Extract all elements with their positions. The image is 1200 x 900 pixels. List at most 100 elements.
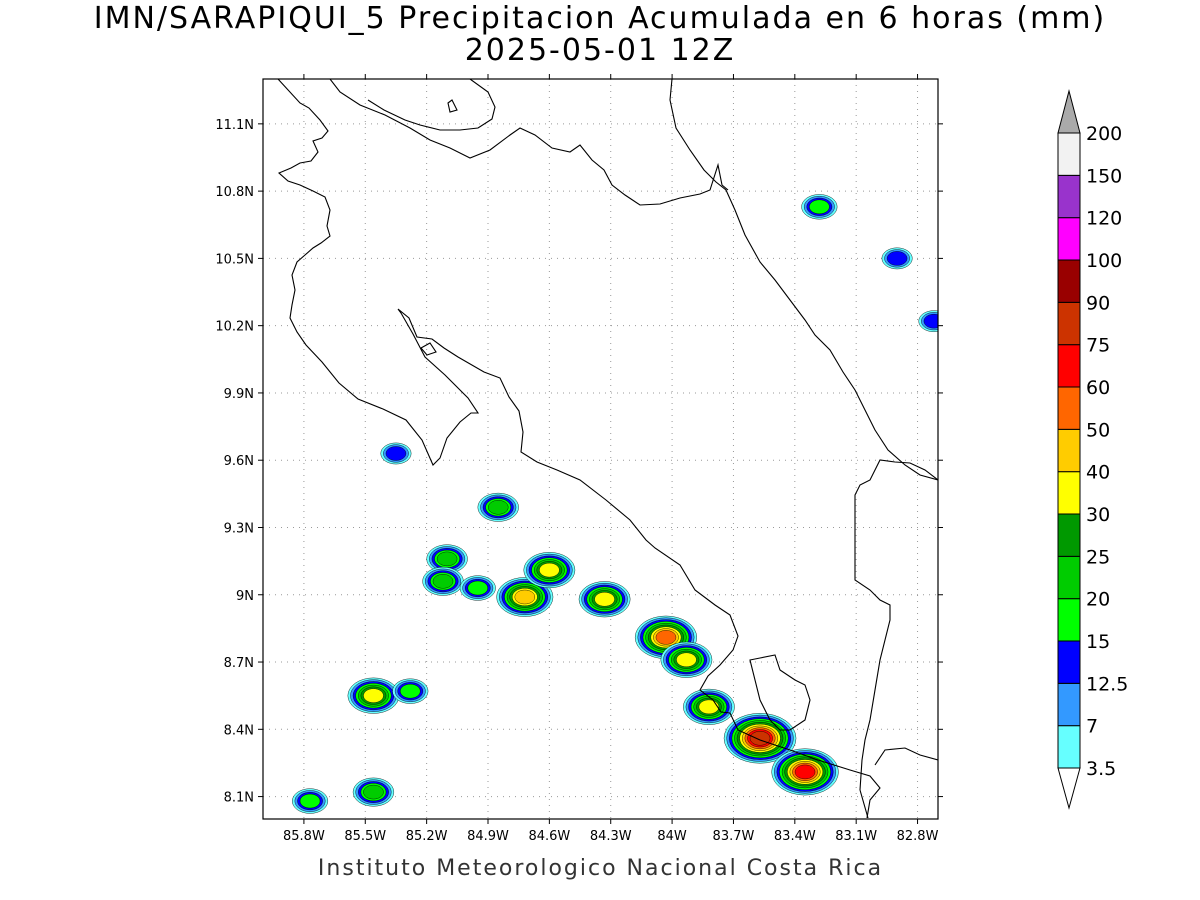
- precip-cell: [881, 247, 913, 270]
- precip-contour: [655, 630, 677, 645]
- precip-cell: [523, 552, 576, 589]
- colorbar-segment: [1057, 217, 1081, 261]
- x-tick-label: 84.6W: [528, 829, 570, 844]
- precip-cell: [477, 492, 519, 522]
- colorbar-segment: [1057, 555, 1081, 600]
- coastline-south: [859, 747, 938, 819]
- colorbar-segment: [1057, 174, 1081, 219]
- precip-contour: [923, 313, 938, 329]
- coastline-panama: [854, 459, 938, 791]
- precip-contour: [436, 551, 458, 567]
- x-tick-label: 83.4W: [774, 829, 816, 844]
- colorbar: 3.5 7 12.5 15 20 25 30 40 50 60 75 90 100 120 150 200: [1057, 89, 1128, 810]
- colorbar-label: 40: [1086, 462, 1110, 484]
- colorbar-label: 50: [1086, 419, 1110, 441]
- y-tick-label: 9.9N: [224, 387, 254, 402]
- plot-frame: [262, 78, 939, 820]
- coastlines: [277, 79, 938, 819]
- colorbar-bottom-arrow: [1057, 767, 1081, 810]
- colorbar-segment: [1057, 640, 1081, 684]
- colorbar-label: 12.5: [1086, 673, 1128, 695]
- lake-border-north: [367, 79, 496, 131]
- precip-contour: [514, 589, 536, 605]
- x-tick-label: 83.7W: [713, 829, 755, 844]
- precip-cell: [392, 678, 429, 704]
- y-tick-label: 10.5N: [215, 252, 254, 267]
- x-tick-label: 83.1W: [835, 829, 877, 844]
- precip-contour: [886, 251, 908, 266]
- x-tick-label: 82.8W: [897, 829, 939, 844]
- precip-contour: [432, 574, 454, 589]
- y-tick-label: 10.2N: [215, 320, 254, 335]
- colorbar-segment: [1057, 259, 1081, 303]
- y-tick-label: 8.1N: [224, 791, 254, 806]
- y-tick-label: 9N: [236, 589, 254, 604]
- colorbar-segment: [1057, 132, 1081, 176]
- precip-contour: [488, 500, 509, 515]
- colorbar-label: 7: [1086, 716, 1098, 738]
- precip-contour: [467, 580, 488, 596]
- precip-cell: [918, 310, 938, 332]
- x-tick-label: 84.3W: [590, 829, 632, 844]
- precip-contour: [749, 731, 771, 746]
- precip-cell: [347, 677, 400, 714]
- precip-contour: [676, 652, 697, 667]
- precip-cell: [380, 442, 412, 465]
- colorbar-segment: [1057, 513, 1081, 557]
- precip-cell: [496, 577, 554, 617]
- precip-contour: [363, 688, 384, 703]
- precip-cell: [723, 713, 797, 764]
- colorbar-label: 30: [1086, 504, 1110, 526]
- map-subtitle: 2025-05-01 12Z: [464, 33, 736, 68]
- precip-cell: [683, 688, 735, 725]
- precip-cell: [459, 575, 496, 601]
- colorbar-label: 3.5: [1086, 758, 1116, 780]
- island-small: [447, 99, 458, 113]
- precip-contour: [363, 784, 384, 800]
- footer-credit: Instituto Meteorologico Nacional Costa R…: [317, 856, 884, 881]
- precip-contour: [794, 764, 816, 780]
- y-tick-label: 8.4N: [224, 723, 254, 738]
- colorbar-label: 20: [1086, 589, 1110, 611]
- colorbar-segment: [1057, 344, 1081, 388]
- colorbar-label: 200: [1086, 123, 1122, 145]
- colorbar-segment: [1057, 598, 1081, 642]
- y-tick-label: 9.6N: [224, 454, 254, 469]
- map-title: IMN/SARAPIQUI_5 Precipitacion Acumulada …: [93, 1, 1107, 36]
- x-tick-label: 85.5W: [344, 829, 386, 844]
- x-tick-label: 85.2W: [406, 829, 448, 844]
- precip-contour: [539, 562, 560, 578]
- y-tick-label: 9.3N: [224, 521, 254, 536]
- colorbar-label: 90: [1086, 292, 1110, 314]
- x-axis: 85.8W 85.5W 85.2W 84.9W 84.6W 84.3W 84W 83.7W 83…: [283, 74, 939, 844]
- colorbar-label: 75: [1086, 335, 1110, 357]
- x-tick-label: 84W: [657, 829, 687, 844]
- colorbar-segment: [1057, 301, 1081, 346]
- precip-cell: [422, 566, 464, 596]
- precip-contour: [809, 199, 830, 215]
- coastline-caribbean: [669, 79, 938, 481]
- y-tick-label: 8.7N: [224, 656, 254, 671]
- coastline-osa: [749, 654, 811, 731]
- colorbar-segment: [1057, 725, 1081, 769]
- precip-contour: [698, 699, 720, 715]
- coastline-north: [329, 79, 729, 206]
- colorbar-segment: [1057, 386, 1081, 430]
- precip-contour: [400, 683, 421, 699]
- x-tick-label: 84.9W: [467, 829, 509, 844]
- colorbar-label: 150: [1086, 165, 1122, 187]
- precip-fields: [292, 194, 938, 814]
- colorbar-label: 120: [1086, 208, 1122, 230]
- colorbar-top-arrow: [1057, 89, 1081, 134]
- colorbar-label: 100: [1086, 250, 1122, 272]
- island-nicoya: [420, 342, 437, 356]
- x-tick-label: 85.8W: [283, 829, 325, 844]
- colorbar-label: 25: [1086, 546, 1110, 568]
- y-axis: 8.1N 8.4N 8.7N 9N 9.3N 9.6N 9.9N 10.2N 10.5N 10.8…: [215, 118, 943, 806]
- precip-cell: [660, 641, 713, 678]
- colorbar-label: 15: [1086, 631, 1110, 653]
- colorbar-segment: [1057, 471, 1081, 515]
- precip-contour: [594, 592, 615, 607]
- precip-cell: [426, 544, 468, 574]
